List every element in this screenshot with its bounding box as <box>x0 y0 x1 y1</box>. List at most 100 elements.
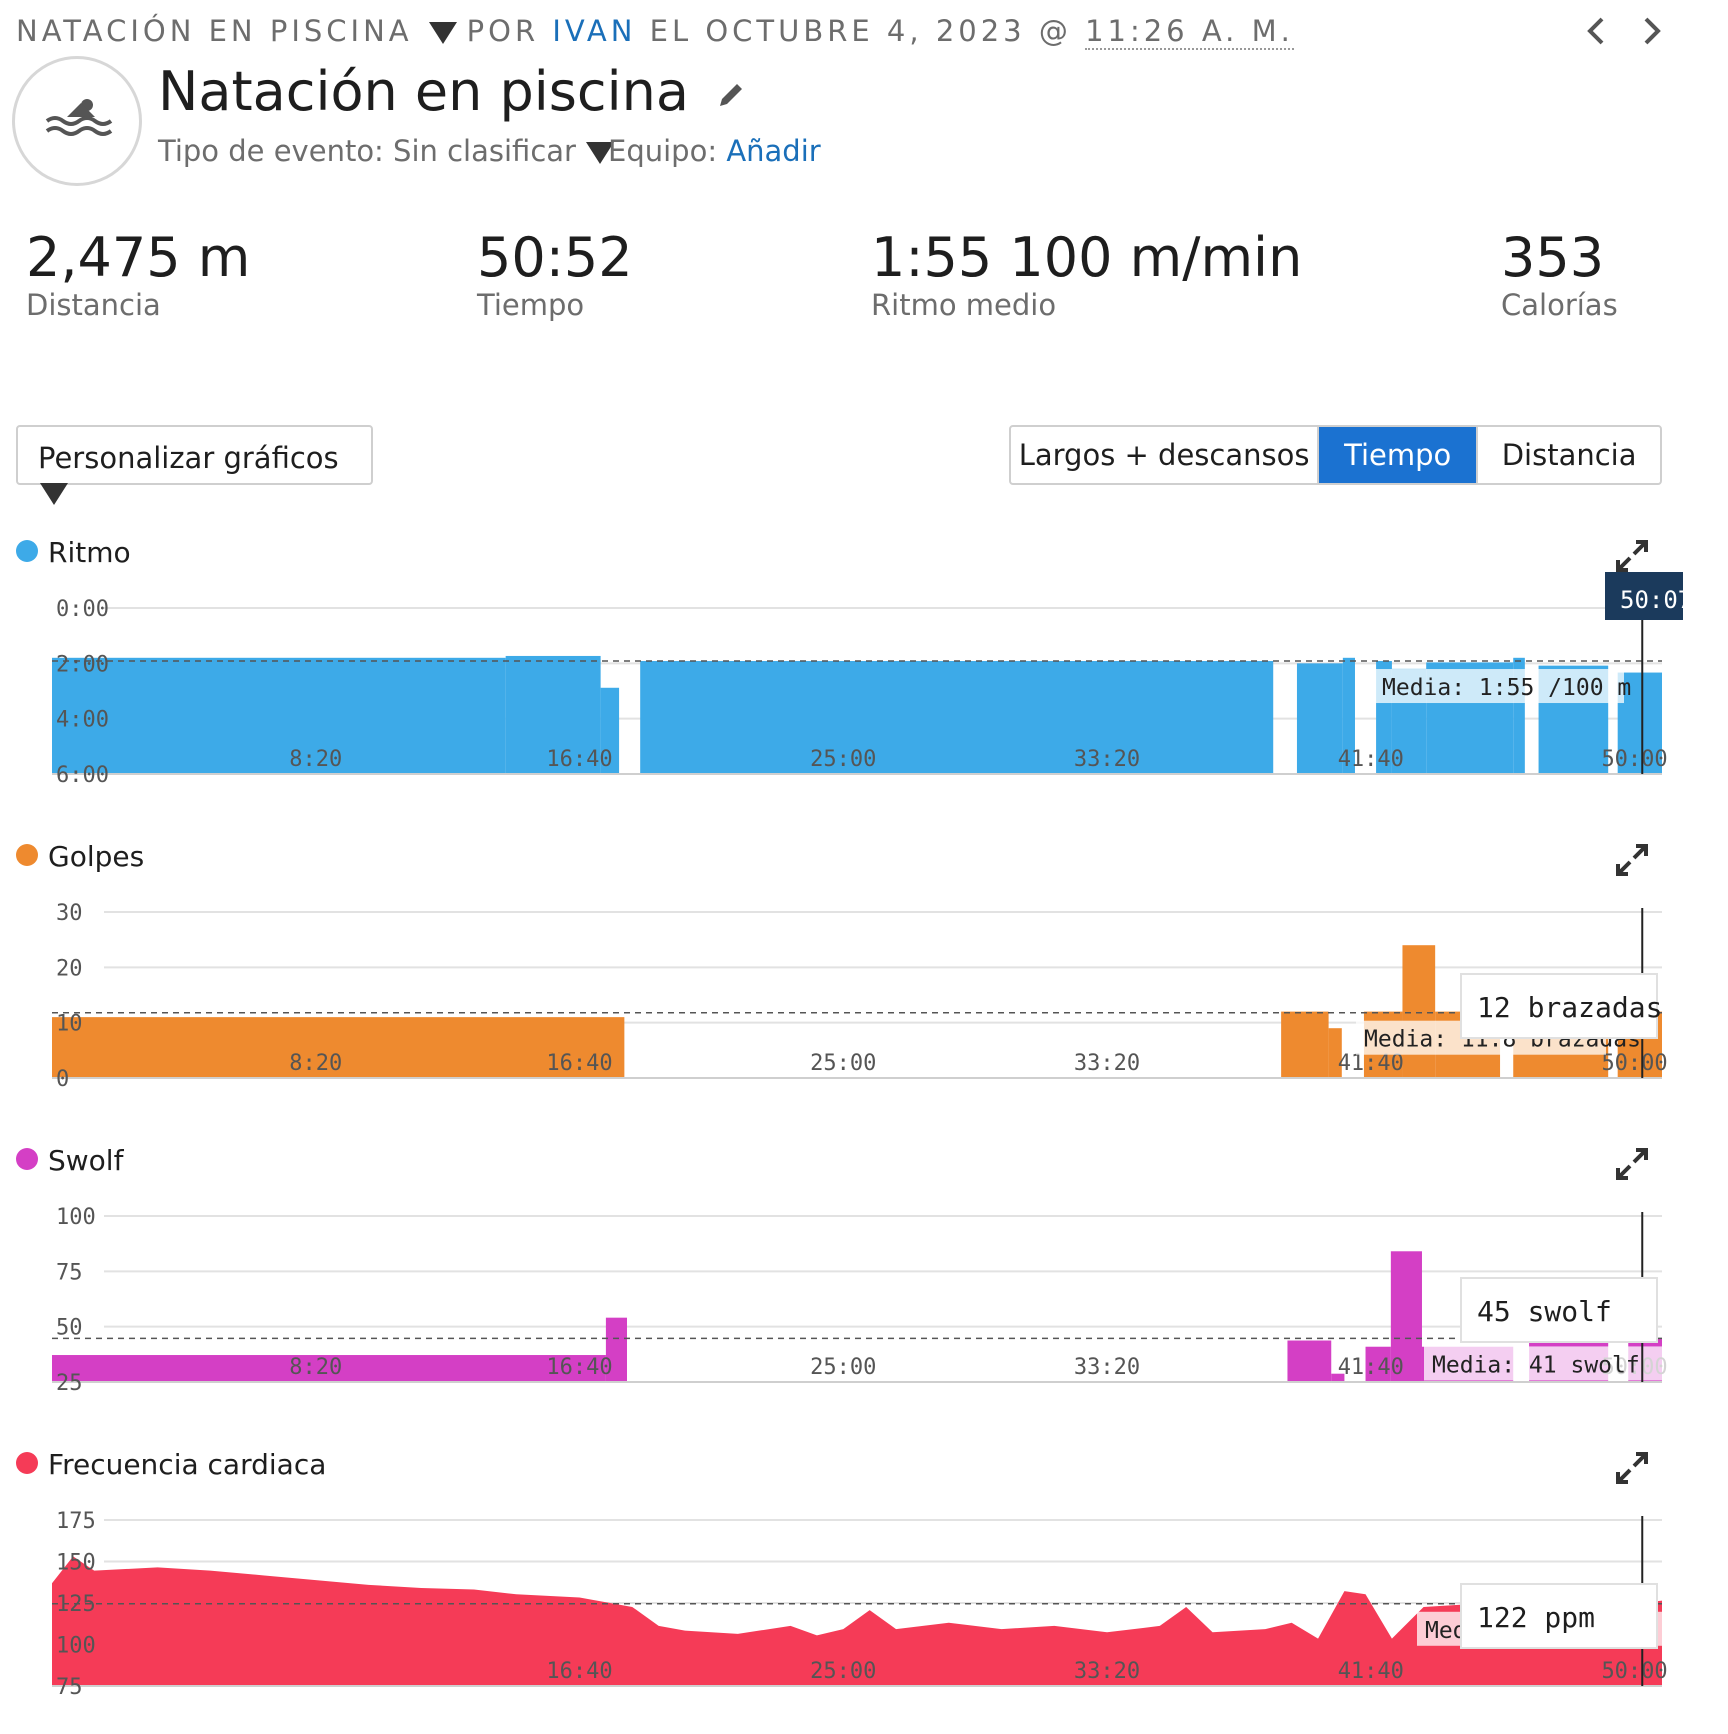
chart-title-swolf: Swolf <box>16 1144 123 1177</box>
heart-rate-area[interactable] <box>52 1556 1662 1686</box>
swolf-bar[interactable] <box>1287 1340 1332 1383</box>
golpes-bar[interactable] <box>52 1017 625 1078</box>
swolf-bar[interactable] <box>1365 1346 1391 1382</box>
fc-title-text: Frecuencia cardiaca <box>48 1448 327 1481</box>
x-tick-label: 41:40 <box>1338 1659 1404 1684</box>
ritmo-bar[interactable] <box>505 655 601 774</box>
chart-title-fc: Frecuencia cardiaca <box>16 1448 326 1481</box>
y-tick-label: 100 <box>56 1205 96 1230</box>
time-value: 50:52 <box>477 226 633 289</box>
x-tick-label: 41:40 <box>1338 747 1404 772</box>
calories-label: Calorías <box>1501 288 1618 322</box>
cursor-time-badge <box>1605 572 1683 620</box>
equipment-row: Equipo: Añadir <box>608 134 821 168</box>
x-tick-label: 50:00 <box>1601 1659 1667 1684</box>
tab-laps-rests[interactable]: Largos + descansos <box>1011 427 1320 483</box>
swolf-bar[interactable] <box>1331 1373 1345 1382</box>
event-type-selector[interactable]: Tipo de evento: Sin clasificar <box>158 134 624 168</box>
y-tick-label: 2:00 <box>56 652 109 677</box>
ritmo-bar[interactable] <box>1617 672 1662 774</box>
chevron-left-icon[interactable] <box>1580 14 1614 48</box>
expand-golpes-icon[interactable] <box>1614 842 1650 878</box>
time-label-stat: Tiempo <box>477 288 585 322</box>
ritmo-legend-dot <box>16 540 38 562</box>
ritmo-bar[interactable] <box>1513 657 1525 774</box>
y-tick-label: 25 <box>56 1371 83 1396</box>
value-tooltip-text: 12 brazadas <box>1477 991 1662 1024</box>
average-label: Media: 1:55 /100 m <box>1382 675 1631 701</box>
time-label[interactable]: 11:26 A. M. <box>1085 14 1294 50</box>
fc-chart[interactable]: 1751501251007516:4025:0033:2041:4050:00M… <box>0 1509 1728 1726</box>
activity-type-dropdown-icon[interactable] <box>428 22 457 44</box>
swimmer-icon <box>45 99 113 136</box>
chart-2-layer: 1007550258:2016:4025:0033:2041:4050:00Me… <box>52 1205 1674 1396</box>
x-tick-label: 16:40 <box>546 1051 612 1076</box>
ritmo-bar[interactable] <box>640 661 1274 774</box>
ritmo-chart[interactable]: 0:00 2:00 4:00 6:00 8:20 16:40 25:00 33:20 41:40… <box>0 572 1728 814</box>
golpes-bar[interactable] <box>1402 945 1436 1078</box>
expand-ritmo-icon[interactable] <box>1614 538 1650 574</box>
x-tick-label: 8:20 <box>289 747 342 772</box>
ritmo-bar[interactable] <box>52 657 506 774</box>
x-tick-label: 50:00 <box>1601 747 1667 772</box>
value-tooltip <box>1460 1277 1658 1343</box>
ritmo-bar[interactable] <box>1296 663 1343 774</box>
y-tick-label: 4:00 <box>56 708 109 733</box>
fc-legend-dot <box>16 1452 38 1474</box>
y-tick-label: 175 <box>56 1509 96 1534</box>
view-toggle: Largos + descansos Tiempo Distancia <box>1009 425 1662 485</box>
x-tick-label: 33:20 <box>1074 1355 1140 1380</box>
average-label-bg <box>1374 669 1624 704</box>
event-type-dropdown-icon[interactable] <box>585 142 614 164</box>
x-tick-label: 16:40 <box>546 1659 612 1684</box>
user-link[interactable]: IVAN <box>552 14 637 48</box>
y-tick-label: 10 <box>56 1012 83 1037</box>
value-tooltip <box>1460 1583 1658 1649</box>
value-tooltip <box>1460 973 1658 1039</box>
x-tick-label: 25:00 <box>810 747 876 772</box>
swolf-bar[interactable] <box>605 1317 627 1382</box>
x-tick-label: 33:20 <box>1074 747 1140 772</box>
y-tick-label: 20 <box>56 956 83 981</box>
distance-label: Distancia <box>26 288 161 322</box>
ritmo-title-text: Ritmo <box>48 536 131 569</box>
customize-charts-button[interactable]: Personalizar gráficos <box>16 425 373 505</box>
x-tick-label: 25:00 <box>810 1659 876 1684</box>
y-tick-label: 50 <box>56 1316 83 1341</box>
chart-3-layer: 1751501251007516:4025:0033:2041:4050:00M… <box>52 1509 1668 1700</box>
date-label: EL OCTUBRE 4, 2023 @ <box>649 14 1072 48</box>
chevron-right-icon[interactable] <box>1634 14 1668 48</box>
ritmo-bar[interactable] <box>1342 657 1355 774</box>
avg-pace-label: Ritmo medio <box>871 288 1057 322</box>
y-tick-label: 150 <box>56 1551 96 1576</box>
customize-charts-label: Personalizar gráficos <box>38 441 339 475</box>
x-tick-label: 8:20 <box>289 1051 342 1076</box>
golpes-bar[interactable] <box>1281 1011 1329 1078</box>
pencil-icon[interactable] <box>716 80 746 110</box>
add-equipment-link[interactable]: Añadir <box>726 134 821 168</box>
swolf-bar[interactable] <box>1390 1251 1422 1382</box>
activity-icon-avatar <box>12 56 142 186</box>
average-label-bg <box>1424 1346 1674 1381</box>
swolf-title-text: Swolf <box>48 1144 124 1177</box>
x-tick-label: 50:00 <box>1601 1051 1667 1076</box>
x-tick-label: 41:40 <box>1338 1355 1404 1380</box>
y-tick-label: 75 <box>56 1260 83 1285</box>
expand-swolf-icon[interactable] <box>1614 1146 1650 1182</box>
avg-pace-value: 1:55 100 m/min <box>871 226 1303 289</box>
ritmo-bar[interactable] <box>600 687 620 774</box>
swolf-bar[interactable] <box>52 1355 606 1382</box>
swolf-chart[interactable]: 1007550258:2016:4025:0033:2041:4050:00Me… <box>0 1205 1728 1422</box>
expand-fc-icon[interactable] <box>1614 1450 1650 1486</box>
y-tick-label: 6:00 <box>56 763 109 788</box>
golpes-bar[interactable] <box>1328 1028 1342 1078</box>
y-tick-label: 75 <box>56 1675 83 1700</box>
value-tooltip-text: 122 ppm <box>1477 1601 1595 1634</box>
x-tick-label: 25:00 <box>810 1051 876 1076</box>
equipment-label: Equipo: <box>608 134 718 168</box>
tab-time[interactable]: Tiempo <box>1319 427 1479 483</box>
x-tick-label: 41:40 <box>1338 1051 1404 1076</box>
tab-distance[interactable]: Distancia <box>1501 438 1637 472</box>
